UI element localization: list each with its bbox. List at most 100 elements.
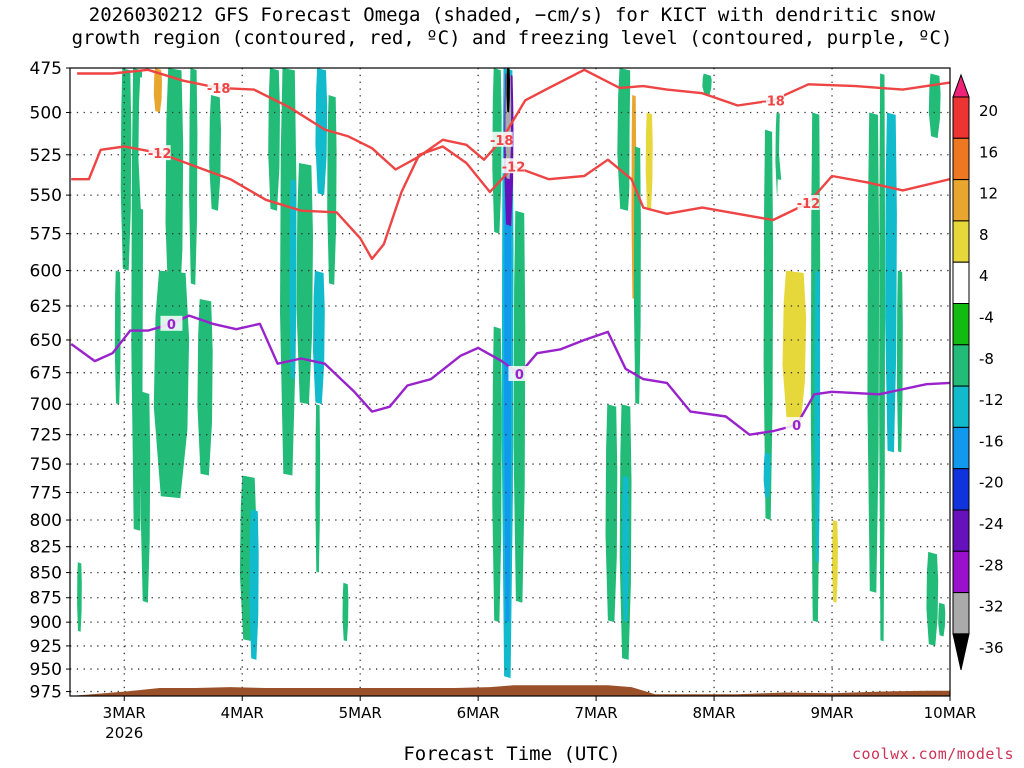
omega-band-77 [855, 77, 868, 163]
colorbar-label--36: -36 [979, 639, 1004, 657]
y-tick-label-725: 725 [30, 426, 62, 446]
ground-terrain [70, 685, 950, 696]
omega-band-24 [307, 498, 313, 623]
omega-band-6 [153, 68, 162, 113]
omega-band-87 [944, 520, 950, 537]
dgz-upper-label-bg-0 [207, 79, 230, 95]
omega-band-5 [140, 391, 151, 603]
freezing-level-label-bg-1 [508, 365, 531, 381]
omega-band-82 [902, 602, 915, 646]
dgz-lower-label-2: -12 [797, 197, 821, 212]
y-tick-label-775: 775 [30, 483, 62, 503]
dgz-lower-label-bg-0 [148, 145, 171, 161]
y-tick-label-525: 525 [30, 146, 62, 166]
omega-band-39 [504, 95, 512, 623]
omega-band-19 [313, 270, 325, 405]
y-tick-label-550: 550 [30, 186, 62, 206]
omega-band-71 [790, 299, 803, 405]
chart-title: 2026030212 GFS Forecast Omega (shaded, −… [0, 4, 1024, 50]
y-tick-label-475: 475 [30, 59, 62, 79]
colorbar-label--24: -24 [979, 515, 1004, 533]
colorbar-segment-9 [952, 468, 970, 511]
omega-band-51 [605, 404, 618, 623]
omega-band-28 [381, 112, 388, 327]
colorbar-segment-2 [952, 179, 970, 222]
omega-band-47 [551, 541, 559, 623]
y-tick-label-900: 900 [30, 613, 62, 633]
freezing-level-label-1: 0 [515, 368, 524, 383]
freezing-level-label-bg-0 [160, 315, 183, 331]
omega-band-63 [702, 73, 712, 95]
x-tick-label-7MAR: 7MAR [575, 704, 618, 722]
omega-band-76 [832, 520, 838, 603]
omega-band-48 [572, 602, 580, 646]
dgz-upper-label-0: -18 [207, 82, 231, 97]
colorbar-segment-10 [952, 509, 970, 552]
y-tick-label-875: 875 [30, 589, 62, 609]
omega-band-32 [445, 379, 455, 476]
omega-band-2 [120, 68, 132, 271]
colorbar-segment-4 [952, 261, 970, 305]
omega-band-54 [622, 475, 630, 623]
x-year-label: 2026 [105, 724, 143, 742]
colorbar-label--12: -12 [979, 391, 1004, 409]
dgz-lower-label-bg-1 [502, 158, 525, 174]
omega-band-60 [661, 77, 667, 113]
omega-band-34 [466, 404, 473, 623]
colorbar-top-arrow [952, 73, 970, 98]
y-tick-label-950: 950 [30, 660, 62, 680]
colorbar-segment-1 [952, 137, 970, 181]
colorbar-segment-7 [952, 385, 970, 428]
colorbar: 20 16 12 8 4 -4 -8 -12 -16 -20 -24 -28 -32 -36 [952, 73, 1004, 671]
x-tick-label-8MAR: 8MAR [692, 704, 735, 722]
omega-band-30 [395, 592, 401, 632]
x-tick-label-4MAR: 4MAR [221, 704, 264, 722]
colorbar-label--4: -4 [979, 309, 994, 327]
colorbar-label--32: -32 [979, 598, 1004, 616]
freezing-level-label-bg-2 [785, 417, 808, 433]
omega-band-81 [896, 270, 903, 453]
dgz-upper-label-bg-1 [490, 131, 513, 147]
omega-band-22 [315, 404, 321, 573]
freezing-level-label-0: 0 [167, 318, 176, 333]
omega-band-17 [289, 179, 297, 380]
freezing-level-line [70, 314, 950, 436]
omega-band-79 [879, 73, 886, 642]
omega-shading [77, 68, 950, 679]
omega-band-42 [506, 68, 510, 113]
colorbar-label--16: -16 [979, 432, 1004, 450]
omega-band-49 [582, 270, 589, 354]
y-tick-label-600: 600 [30, 262, 62, 282]
y-tick-label-500: 500 [30, 103, 62, 123]
colorbar-bottom-arrow [952, 633, 970, 671]
omega-band-25 [342, 582, 349, 642]
omega-band-4 [138, 77, 151, 211]
colorbar-segment-11 [952, 550, 970, 594]
dgz-upper-label-bg-2 [762, 92, 785, 108]
x-tick-label-5MAR: 5MAR [339, 704, 382, 722]
y-tick-label-625: 625 [30, 297, 62, 317]
colorbar-label-4: 4 [979, 267, 989, 285]
dgz-upper-line [77, 68, 950, 171]
omega-band-27 [372, 270, 380, 380]
omega-band-37 [492, 326, 502, 623]
omega-band-43 [513, 210, 526, 603]
omega-band-80 [885, 112, 897, 453]
omega-band-69 [779, 68, 803, 211]
omega-band-44 [525, 210, 538, 632]
y-tick-label-925: 925 [30, 637, 62, 657]
omega-band-9 [189, 68, 198, 285]
omega-band-20 [315, 68, 328, 196]
omega-band-33 [466, 68, 472, 130]
omega-band-12 [230, 340, 240, 429]
omega-band-61 [666, 210, 691, 264]
dgz-lower-label-bg-2 [797, 194, 820, 210]
omega-band-85 [926, 551, 939, 646]
plot-frame [69, 67, 951, 697]
x-tick-label-3MAR: 3MAR [103, 704, 146, 722]
dgz-lower-label-1: -12 [502, 160, 526, 175]
x-axis: 3MAR 4MAR 5MAR 6MAR 7MAR 8MAR 9MAR 10MAR 2026 [103, 696, 976, 742]
gridlines [70, 68, 950, 696]
freezing-level-label-2: 0 [792, 419, 801, 434]
